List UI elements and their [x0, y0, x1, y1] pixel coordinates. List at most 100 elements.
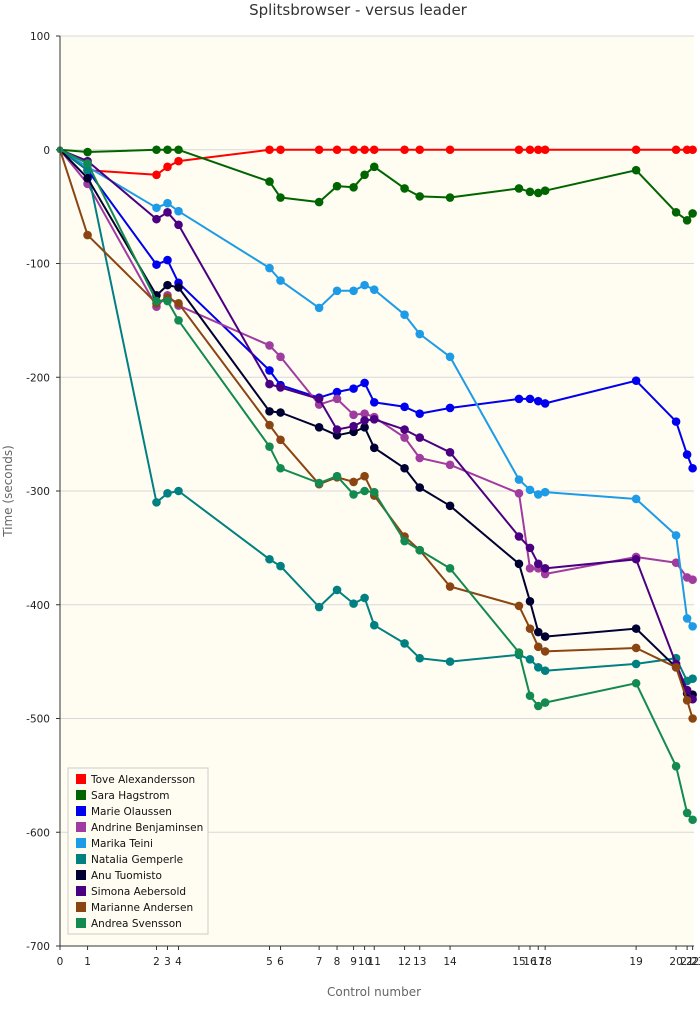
data-point — [533, 145, 543, 155]
data-point — [314, 478, 324, 488]
data-point — [445, 564, 455, 573]
data-point — [540, 186, 550, 195]
data-point — [265, 379, 274, 389]
data-point — [682, 696, 692, 705]
data-point — [688, 209, 697, 218]
x-tick-label: 0 — [57, 956, 64, 968]
data-point — [276, 193, 285, 202]
data-point — [152, 296, 161, 306]
data-point — [332, 471, 342, 481]
data-point — [525, 543, 535, 553]
data-point — [445, 657, 455, 666]
data-point — [163, 488, 172, 498]
data-point — [400, 184, 409, 193]
data-point — [174, 283, 183, 292]
data-point — [631, 165, 641, 175]
data-point — [514, 648, 524, 657]
y-tick-label: 0 — [43, 145, 50, 157]
data-point — [163, 280, 172, 290]
data-point — [152, 214, 161, 224]
data-point — [631, 643, 641, 653]
data-point — [349, 490, 358, 499]
data-point — [533, 188, 543, 198]
data-point — [533, 663, 543, 672]
data-point — [349, 182, 358, 192]
data-point — [152, 145, 161, 155]
legend-swatch — [76, 918, 86, 928]
data-point — [276, 408, 285, 417]
x-tick-label: 10 — [358, 956, 371, 968]
x-tick-label: 13 — [413, 956, 426, 968]
x-tick-label: 16 — [523, 956, 537, 968]
data-point — [332, 286, 342, 296]
data-point — [682, 614, 692, 623]
data-point — [682, 215, 692, 225]
data-point — [332, 425, 342, 434]
series-9 — [56, 146, 697, 825]
data-point — [415, 433, 425, 442]
data-point — [174, 145, 183, 155]
data-point — [682, 450, 692, 459]
data-point — [369, 285, 379, 294]
data-point — [540, 647, 550, 656]
legend-entry: Tove Alexandersson — [90, 774, 195, 786]
data-point — [349, 599, 358, 608]
y-axis-ticks: 100 0 -100 -200 -300 -400 -500 -600 -700 — [26, 31, 60, 953]
data-point — [314, 145, 324, 155]
data-point — [360, 423, 369, 432]
data-point — [540, 632, 550, 641]
data-point — [525, 655, 535, 664]
x-tick-label: 4 — [175, 956, 182, 968]
data-point — [163, 198, 172, 208]
legend-swatch — [76, 870, 86, 880]
data-point — [83, 147, 92, 157]
data-point — [525, 597, 535, 606]
data-point — [163, 145, 172, 155]
x-tick-label: 7 — [316, 956, 323, 968]
data-point — [360, 486, 369, 496]
data-point — [360, 416, 369, 425]
x-tick-label: 11 — [368, 956, 381, 968]
y-tick-label: -500 — [26, 714, 50, 726]
data-point — [163, 208, 172, 217]
data-point — [83, 159, 92, 168]
data-point — [400, 425, 409, 434]
y-tick-label: -100 — [26, 259, 50, 271]
data-point — [360, 280, 369, 290]
data-point — [276, 435, 285, 445]
legend-box — [67, 767, 209, 935]
legend-entry: Natalia Gemperle — [91, 854, 183, 866]
data-point — [163, 255, 172, 265]
legend-entry: Simona Aebersold — [91, 886, 186, 898]
data-point — [152, 260, 161, 269]
x-tick-label: 15 — [512, 956, 525, 968]
legend-swatch — [76, 774, 86, 784]
data-point — [688, 815, 697, 825]
data-point — [525, 394, 535, 404]
data-point — [314, 423, 324, 432]
data-point — [265, 420, 274, 430]
data-point — [631, 678, 641, 688]
data-point — [174, 316, 183, 325]
data-point — [688, 674, 697, 683]
data-point — [514, 488, 524, 498]
data-point — [671, 558, 681, 567]
data-point — [533, 490, 543, 499]
data-point — [514, 475, 524, 484]
data-point — [400, 402, 409, 412]
x-tick-label: 5 — [266, 956, 273, 968]
data-point — [360, 170, 369, 180]
chart-title: Splitsbrowser - versus leader — [249, 1, 468, 19]
data-point — [349, 145, 358, 155]
data-point — [688, 714, 697, 723]
data-point — [533, 559, 543, 569]
y-tick-label: -600 — [26, 827, 50, 839]
data-point — [415, 329, 425, 339]
data-point — [360, 409, 369, 418]
data-point — [332, 181, 342, 191]
legend-swatch — [76, 838, 86, 848]
legend-swatch — [76, 886, 86, 896]
data-point — [360, 145, 369, 155]
data-point — [533, 627, 543, 637]
legend-swatch — [76, 902, 86, 912]
